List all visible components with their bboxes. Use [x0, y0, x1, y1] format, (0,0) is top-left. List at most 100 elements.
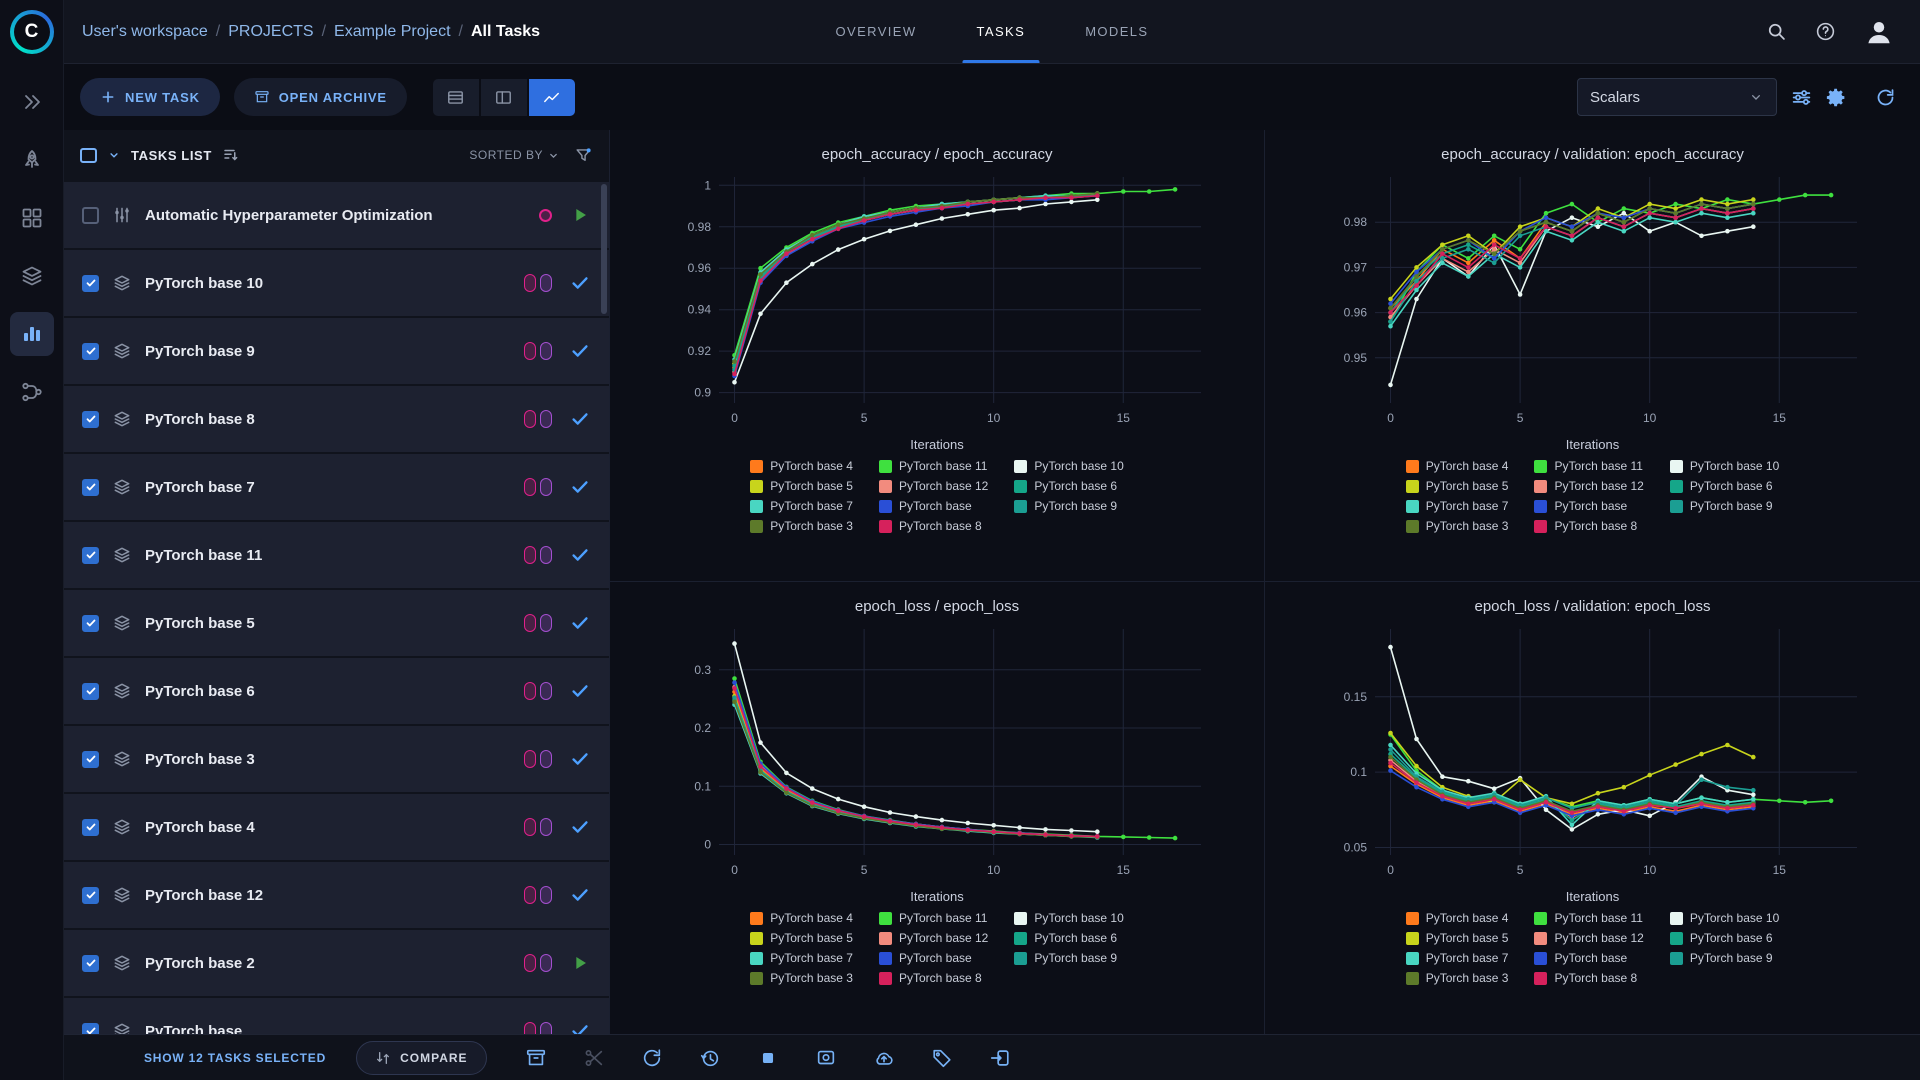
task-name[interactable]: PyTorch base 9	[145, 342, 255, 360]
search-icon[interactable]	[1766, 21, 1787, 42]
tag-pill-pink[interactable]	[524, 274, 536, 292]
sort-icon[interactable]	[222, 146, 240, 164]
legend-item[interactable]: PyTorch base 8	[878, 519, 988, 533]
tag-pill-pink[interactable]	[524, 886, 536, 904]
legend-item[interactable]: PyTorch base 8	[1534, 519, 1643, 533]
settings-button[interactable]	[1826, 87, 1847, 108]
task-checkbox[interactable]	[82, 954, 99, 972]
compare-button[interactable]: COMPARE	[356, 1040, 487, 1075]
breadcrumb-item[interactable]: PROJECTS	[228, 22, 314, 40]
legend-item[interactable]: PyTorch base 4	[750, 911, 853, 925]
legend-item[interactable]: PyTorch base 6	[1669, 931, 1779, 945]
legend-item[interactable]: PyTorch base 5	[1405, 479, 1508, 493]
open-archive-button[interactable]: OPEN ARCHIVE	[233, 78, 407, 116]
task-row[interactable]: PyTorch base 7	[64, 454, 609, 520]
legend-item[interactable]: PyTorch base 7	[1405, 499, 1508, 513]
legend-item[interactable]: PyTorch base 3	[750, 971, 853, 985]
legend-item[interactable]: PyTorch base 4	[1405, 911, 1508, 925]
legend-item[interactable]: PyTorch base 4	[750, 459, 853, 473]
legend-item[interactable]: PyTorch base	[1534, 951, 1643, 965]
move-to-button[interactable]	[989, 1047, 1011, 1069]
tag-pill-purple[interactable]	[540, 274, 552, 292]
tag-pill-pink[interactable]	[524, 410, 536, 428]
task-row[interactable]: PyTorch base	[64, 998, 609, 1034]
legend-item[interactable]: PyTorch base 7	[1405, 951, 1508, 965]
capture-button[interactable]	[815, 1047, 837, 1069]
tag-pill-purple[interactable]	[540, 478, 552, 496]
legend-item[interactable]: PyTorch base 11	[878, 911, 988, 925]
legend-item[interactable]: PyTorch base 10	[1669, 911, 1779, 925]
tag-pill-purple[interactable]	[540, 954, 552, 972]
legend-item[interactable]: PyTorch base 12	[878, 931, 988, 945]
legend-item[interactable]: PyTorch base 7	[750, 499, 853, 513]
task-row[interactable]: PyTorch base 4	[64, 794, 609, 860]
select-all-checkbox-icon[interactable]	[80, 147, 97, 163]
tag-pill-purple[interactable]	[540, 886, 552, 904]
task-checkbox[interactable]	[82, 546, 99, 564]
task-checkbox[interactable]	[82, 614, 99, 632]
tag-pill-purple[interactable]	[540, 750, 552, 768]
legend-item[interactable]: PyTorch base 8	[878, 971, 988, 985]
history-button[interactable]	[699, 1047, 721, 1069]
task-row[interactable]: PyTorch base 3	[64, 726, 609, 792]
rail-item-rocket[interactable]	[10, 138, 54, 182]
legend-item[interactable]: PyTorch base 3	[750, 519, 853, 533]
legend-item[interactable]: PyTorch base 12	[1534, 931, 1644, 945]
line-chart[interactable]: 0 0.1 0.2 0.3 0 5 10 15	[657, 617, 1217, 887]
task-checkbox[interactable]	[82, 342, 99, 360]
task-name[interactable]: PyTorch base 6	[145, 682, 255, 700]
chart-view-button[interactable]	[528, 78, 575, 116]
tag-pill-purple[interactable]	[540, 682, 552, 700]
rail-item-pipelines[interactable]	[10, 370, 54, 414]
tag-pill-pink[interactable]	[524, 614, 536, 632]
archive-button[interactable]	[525, 1047, 547, 1069]
task-checkbox[interactable]	[82, 682, 99, 700]
task-name[interactable]: PyTorch base 4	[145, 818, 255, 836]
task-row[interactable]: PyTorch base 2	[64, 930, 609, 996]
task-name[interactable]: PyTorch base 8	[145, 410, 255, 428]
task-checkbox[interactable]	[82, 274, 99, 292]
task-name[interactable]: PyTorch base 5	[145, 614, 255, 632]
legend-item[interactable]: PyTorch base	[1534, 499, 1643, 513]
line-chart[interactable]: 0.05 0.1 0.15 0 5 10 15	[1313, 617, 1873, 887]
line-chart[interactable]: 0.95 0.96 0.97 0.98 0 5 10 15	[1313, 165, 1873, 435]
task-name[interactable]: PyTorch base 12	[145, 886, 264, 904]
task-checkbox[interactable]	[82, 478, 99, 496]
task-checkbox[interactable]	[82, 410, 99, 428]
legend-item[interactable]: PyTorch base 9	[1014, 951, 1123, 965]
tag-pill-purple[interactable]	[540, 614, 552, 632]
task-checkbox[interactable]	[82, 886, 99, 904]
legend-item[interactable]: PyTorch base 6	[1669, 479, 1779, 493]
publish-button[interactable]	[873, 1047, 895, 1069]
legend-item[interactable]: PyTorch base 9	[1669, 499, 1779, 513]
tag-pill-purple[interactable]	[540, 410, 552, 428]
tasks-scrollbar[interactable]	[601, 184, 607, 314]
tag-pill-purple[interactable]	[540, 546, 552, 564]
legend-item[interactable]: PyTorch base 12	[1534, 479, 1644, 493]
legend-item[interactable]: PyTorch base 9	[1014, 499, 1123, 513]
clearml-logo[interactable]: C	[9, 10, 54, 54]
task-row[interactable]: PyTorch base 5	[64, 590, 609, 656]
task-row[interactable]: PyTorch base 11	[64, 522, 609, 588]
rail-item-grid[interactable]	[10, 196, 54, 240]
legend-item[interactable]: PyTorch base 6	[1014, 479, 1123, 493]
filter-icon[interactable]	[574, 146, 593, 165]
legend-item[interactable]: PyTorch base 3	[1405, 519, 1508, 533]
tag-pill-pink[interactable]	[524, 1022, 536, 1034]
show-selected-button[interactable]: SHOW 12 TASKS SELECTED	[144, 1050, 327, 1065]
legend-item[interactable]: PyTorch base 11	[878, 459, 988, 473]
legend-item[interactable]: PyTorch base 10	[1669, 459, 1779, 473]
task-name[interactable]: Automatic Hyperparameter Optimization	[145, 206, 433, 224]
tune-button[interactable]	[1791, 87, 1812, 108]
task-row[interactable]: PyTorch base 9	[64, 318, 609, 384]
tag-pill-pink[interactable]	[524, 478, 536, 496]
legend-item[interactable]: PyTorch base 7	[750, 951, 853, 965]
task-name[interactable]: PyTorch base	[145, 1022, 243, 1035]
tab-tasks[interactable]: TASKS	[947, 0, 1056, 63]
tag-pill-purple[interactable]	[540, 818, 552, 836]
legend-item[interactable]: PyTorch base 3	[1405, 971, 1508, 985]
task-name[interactable]: PyTorch base 11	[145, 546, 263, 564]
tag-pill-pink[interactable]	[524, 954, 536, 972]
task-row[interactable]: PyTorch base 10	[64, 250, 609, 316]
